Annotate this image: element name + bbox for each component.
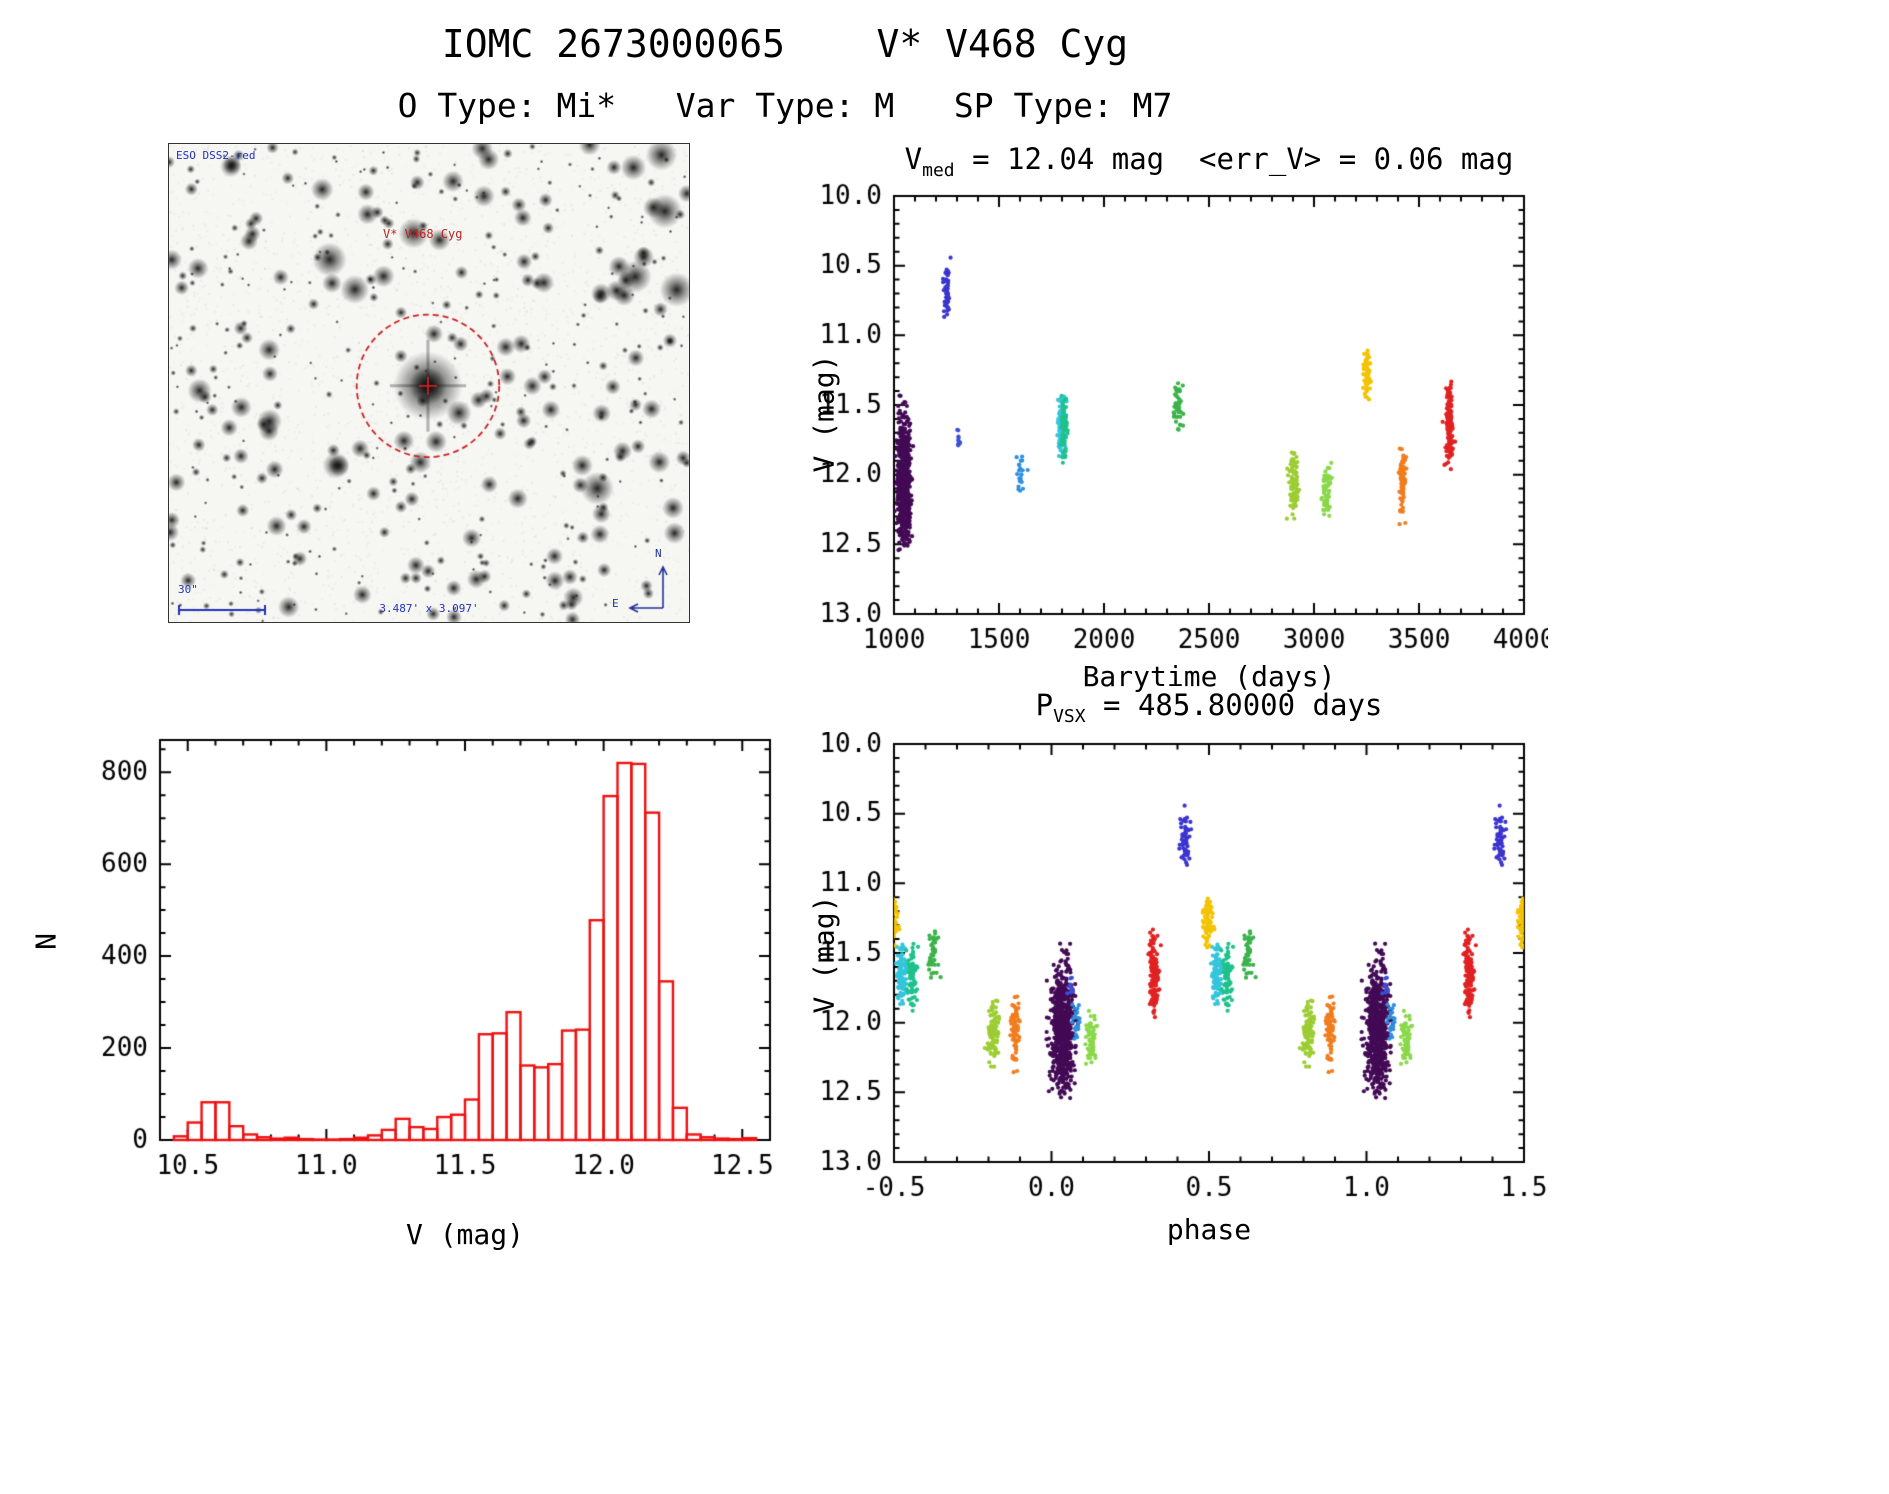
target-star-label: V* V468 Cyg bbox=[383, 227, 463, 241]
compass-east-label: E bbox=[612, 597, 619, 610]
lightcurve-title: Vmed = 12.04 mag <err_V> = 0.06 mag bbox=[894, 142, 1524, 181]
histogram-panel: V (mag) N bbox=[30, 718, 785, 1278]
histogram-xlabel: V (mag) bbox=[405, 1218, 524, 1251]
histogram-chart bbox=[40, 718, 785, 1238]
lightcurve-title-sub: med bbox=[922, 159, 955, 181]
phase-plot-xlabel: phase bbox=[1166, 1213, 1252, 1246]
phase-plot-chart bbox=[782, 732, 1548, 1252]
histogram-ylabel: N bbox=[29, 933, 63, 950]
compass-north-label: N bbox=[655, 547, 662, 560]
lightcurve-title-base: V bbox=[904, 142, 923, 176]
phase-title-base: P bbox=[1035, 688, 1054, 722]
scale-bar-label: 30" bbox=[178, 583, 198, 596]
phase-title-rest: = 485.80000 days bbox=[1085, 688, 1383, 722]
lightcurve-chart bbox=[782, 182, 1548, 702]
lightcurve-panel: Vmed = 12.04 mag <err_V> = 0.06 mag Bary… bbox=[782, 142, 1548, 710]
page-title: IOMC 2673000065 V* V468 Cyg bbox=[441, 22, 1129, 66]
phase-plot-title: PVSX = 485.80000 days bbox=[894, 688, 1524, 727]
fov-size-label: 3.487' x 3.097' bbox=[379, 602, 479, 615]
phase-plot-panel: PVSX = 485.80000 days phase V (mag) bbox=[782, 688, 1548, 1278]
lightcurve-title-rest: = 12.04 mag <err_V> = 0.06 mag bbox=[954, 142, 1514, 176]
page-subtitle: O Type: Mi* Var Type: M SP Type: M7 bbox=[397, 86, 1173, 125]
starfield-image bbox=[168, 143, 690, 623]
finder-chart-panel: ESO DSS2-red V* V468 Cyg 30" 3.487' x 3.… bbox=[168, 143, 690, 623]
survey-label: ESO DSS2-red bbox=[176, 149, 256, 162]
phase-title-sub: VSX bbox=[1053, 705, 1086, 727]
lightcurve-ylabel: V (mag) bbox=[807, 354, 841, 473]
lightcurve-xlabel: Barytime (days) bbox=[1082, 660, 1336, 693]
phase-plot-ylabel: V (mag) bbox=[807, 895, 841, 1014]
